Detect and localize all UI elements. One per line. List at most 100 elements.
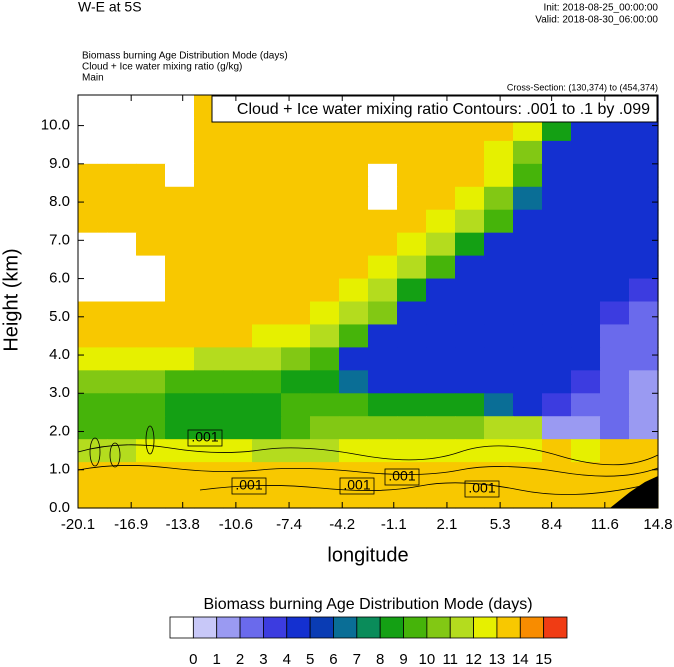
- contour-note-box: [211, 95, 658, 123]
- field-cell: [571, 462, 601, 486]
- field-cell: [368, 209, 398, 234]
- field-cell: [165, 485, 195, 509]
- field-cell: [136, 393, 166, 417]
- field-cell: [252, 485, 282, 509]
- field-cell: [136, 255, 166, 280]
- field-cell: [368, 163, 398, 188]
- contour-label: .001: [343, 477, 370, 493]
- field-cell: [484, 232, 514, 257]
- field-cell: [136, 416, 166, 440]
- y-tick-label: 10.0: [41, 117, 70, 134]
- cross-section: Cross-Section: (130,374) to (454,374): [507, 82, 658, 92]
- colorbar-box: [496, 616, 521, 639]
- field-cell: [136, 95, 166, 119]
- field-cell: [78, 140, 108, 165]
- field-cell: [455, 209, 485, 234]
- field-cell: [600, 209, 630, 234]
- field-cell: [252, 393, 282, 417]
- field-cell: [252, 232, 282, 257]
- colorbar-box: [543, 616, 568, 639]
- field-cell: [281, 232, 311, 257]
- colorbar-label: 12: [465, 651, 482, 667]
- field-name: Main: [82, 73, 104, 84]
- field-cell: [165, 462, 195, 486]
- field-cell: [368, 439, 398, 463]
- field-cell: [426, 439, 456, 463]
- field-cell: [513, 462, 543, 486]
- field-cell: [455, 370, 485, 394]
- field-cell: [513, 485, 543, 509]
- field-cell: [368, 393, 398, 417]
- field-cell: [223, 140, 253, 165]
- field-cell: [629, 416, 659, 440]
- field-cell: [339, 140, 369, 165]
- colorbar-box: [519, 616, 545, 639]
- field-cell: [513, 232, 543, 257]
- field-cell: [78, 393, 108, 417]
- field-cell: [136, 462, 166, 486]
- field-cell: [600, 439, 630, 463]
- title: W-E at 5S: [78, 0, 142, 15]
- field-cell: [339, 393, 369, 417]
- field-cell: [281, 324, 311, 348]
- field-cell: [136, 439, 166, 463]
- field-cell: [78, 278, 108, 303]
- field-cell: [368, 347, 398, 371]
- colorbar-box: [216, 616, 241, 639]
- field-cell: [165, 324, 195, 348]
- y-tick-label: 8.0: [49, 193, 70, 210]
- field-cell: [281, 163, 311, 188]
- field-cell: [600, 117, 630, 142]
- field-cell: [629, 232, 659, 257]
- x-tick-label: -10.6: [219, 516, 253, 533]
- field-cell: [165, 393, 195, 417]
- field-cell: [281, 209, 311, 234]
- field-cell: [223, 439, 253, 463]
- field-cell: [368, 232, 398, 257]
- contour-label: .001: [191, 429, 218, 445]
- colorbar-label: 0: [189, 651, 197, 667]
- field-cell: [629, 255, 659, 280]
- field-cell: [107, 278, 137, 303]
- field-cell: [629, 347, 659, 371]
- field-cell: [107, 95, 137, 119]
- field-cell: [136, 324, 166, 348]
- field-cell: [542, 485, 572, 509]
- field-cell: [194, 255, 224, 280]
- field-cell: [339, 186, 369, 211]
- field-cell: [78, 209, 108, 234]
- field-cell: [629, 140, 659, 165]
- field-cell: [455, 301, 485, 326]
- field-cell: [78, 117, 108, 142]
- field-cell: [426, 416, 456, 440]
- field-cell: [281, 439, 311, 463]
- field-cell: [600, 278, 630, 303]
- field-name: Biomass burning Age Distribution Mode (d…: [82, 51, 288, 62]
- field-cell: [455, 140, 485, 165]
- field-cell: [600, 140, 630, 165]
- x-tick-label: 14.8: [643, 516, 672, 533]
- field-cell: [107, 324, 137, 348]
- colorbar-label: 10: [419, 651, 436, 667]
- field-cell: [223, 209, 253, 234]
- field-cell: [484, 186, 514, 211]
- field-cell: [194, 117, 224, 142]
- field-cell: [368, 186, 398, 211]
- field-cell: [426, 462, 456, 486]
- field-cell: [223, 416, 253, 440]
- field-cell: [397, 301, 427, 326]
- field-cell: [571, 324, 601, 348]
- field-cell: [397, 140, 427, 165]
- field-cell: [368, 485, 398, 509]
- field-cell: [107, 209, 137, 234]
- field-cell: [542, 186, 572, 211]
- field-cell: [165, 95, 195, 119]
- colorbar-box: [379, 616, 404, 639]
- field-cell: [484, 393, 514, 417]
- field-cell: [310, 278, 340, 303]
- field-cell: [513, 209, 543, 234]
- field-cell: [252, 140, 282, 165]
- field-cell: [455, 163, 485, 188]
- field-cell: [165, 140, 195, 165]
- field-cell: [600, 301, 630, 326]
